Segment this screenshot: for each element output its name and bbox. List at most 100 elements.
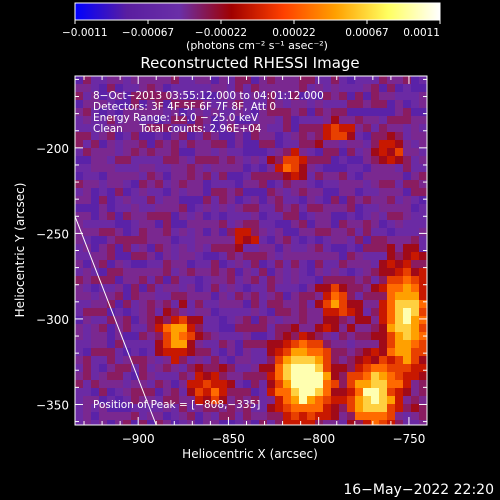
- heatmap-cell: [131, 284, 139, 292]
- heatmap-cell: [83, 412, 91, 420]
- heatmap-cell: [203, 292, 211, 300]
- heatmap-cell: [315, 140, 323, 148]
- heatmap-cell: [379, 196, 387, 204]
- heatmap-cell: [347, 116, 355, 124]
- heatmap-cell: [115, 124, 123, 132]
- heatmap-cell: [83, 204, 91, 212]
- heatmap-cell: [283, 180, 291, 188]
- heatmap-cell: [283, 300, 291, 308]
- heatmap-cell: [259, 252, 267, 260]
- heatmap-cell: [411, 244, 419, 252]
- heatmap-cell: [195, 340, 203, 348]
- heatmap-cell: [91, 76, 99, 84]
- heatmap-cell: [331, 236, 339, 244]
- heatmap-cell: [411, 388, 419, 396]
- heatmap-cell: [227, 188, 235, 196]
- heatmap-cell: [323, 364, 331, 372]
- heatmap-cell: [83, 324, 91, 332]
- heatmap-cell: [371, 212, 379, 220]
- heatmap-cell: [267, 236, 275, 244]
- heatmap-cell: [371, 284, 379, 292]
- heatmap-cell: [147, 84, 155, 92]
- heatmap-cell: [371, 412, 379, 420]
- heatmap-cell: [171, 108, 179, 116]
- heatmap-cell: [139, 180, 147, 188]
- heatmap-cell: [155, 196, 163, 204]
- heatmap-cell: [75, 292, 83, 300]
- heatmap-cell: [283, 100, 291, 108]
- heatmap-cell: [363, 348, 371, 356]
- heatmap-cell: [411, 228, 419, 236]
- heatmap-cell: [243, 164, 251, 172]
- heatmap-cell: [275, 388, 283, 396]
- heatmap-cell: [75, 308, 83, 316]
- heatmap-cell: [355, 188, 363, 196]
- heatmap-cell: [355, 148, 363, 156]
- heatmap-cell: [331, 372, 339, 380]
- heatmap-cell: [355, 212, 363, 220]
- heatmap-cell: [227, 244, 235, 252]
- heatmap-cell: [107, 124, 115, 132]
- heatmap-cell: [323, 84, 331, 92]
- heatmap-cell: [331, 180, 339, 188]
- heatmap-cell: [131, 308, 139, 316]
- heatmap-cell: [379, 332, 387, 340]
- heatmap-cell: [395, 388, 403, 396]
- heatmap-cell: [195, 124, 203, 132]
- heatmap-cell: [227, 116, 235, 124]
- heatmap-cell: [331, 84, 339, 92]
- heatmap-cell: [355, 116, 363, 124]
- heatmap-cell: [187, 84, 195, 92]
- heatmap-cell: [283, 244, 291, 252]
- heatmap-cell: [403, 164, 411, 172]
- heatmap-cell: [315, 324, 323, 332]
- heatmap-cell: [243, 124, 251, 132]
- heatmap-cell: [315, 148, 323, 156]
- heatmap-cell: [363, 108, 371, 116]
- heatmap-cell: [131, 180, 139, 188]
- heatmap-cell: [355, 412, 363, 420]
- heatmap-cell: [163, 84, 171, 92]
- heatmap-cell: [187, 276, 195, 284]
- heatmap-cell: [163, 180, 171, 188]
- heatmap-cell: [83, 348, 91, 356]
- heatmap-image: [75, 76, 427, 425]
- heatmap-cell: [355, 156, 363, 164]
- heatmap-cell: [139, 292, 147, 300]
- heatmap-cell: [315, 196, 323, 204]
- heatmap-cell: [315, 356, 323, 364]
- heatmap-cell: [347, 220, 355, 228]
- heatmap-cell: [219, 260, 227, 268]
- heatmap-cell: [307, 332, 315, 340]
- heatmap-cell: [131, 356, 139, 364]
- heatmap-cell: [83, 372, 91, 380]
- heatmap-cell: [75, 124, 83, 132]
- heatmap-cell: [243, 148, 251, 156]
- heatmap-cell: [91, 172, 99, 180]
- heatmap-cell: [195, 388, 203, 396]
- heatmap-cell: [275, 300, 283, 308]
- heatmap-cell: [331, 356, 339, 364]
- heatmap-cell: [419, 412, 427, 420]
- heatmap-cell: [99, 420, 107, 425]
- heatmap-cell: [203, 348, 211, 356]
- heatmap-cell: [83, 292, 91, 300]
- heatmap-cell: [115, 396, 123, 404]
- heatmap-cell: [379, 140, 387, 148]
- heatmap-cell: [243, 196, 251, 204]
- x-axis-tick-label: −750: [392, 432, 425, 446]
- heatmap-cell: [275, 348, 283, 356]
- heatmap-cell: [155, 92, 163, 100]
- heatmap-cell: [235, 276, 243, 284]
- heatmap-cell: [291, 228, 299, 236]
- annotation-block: 8−Oct−2013 03:55:12.000 to 04:01:12.000 …: [93, 90, 324, 135]
- heatmap-cell: [203, 76, 211, 84]
- heatmap-cell: [195, 220, 203, 228]
- heatmap-cell: [355, 228, 363, 236]
- heatmap-cell: [363, 204, 371, 212]
- heatmap-cell: [387, 140, 395, 148]
- heatmap-cell: [331, 220, 339, 228]
- heatmap-cell: [115, 164, 123, 172]
- heatmap-cell: [107, 140, 115, 148]
- heatmap-cell: [259, 420, 267, 425]
